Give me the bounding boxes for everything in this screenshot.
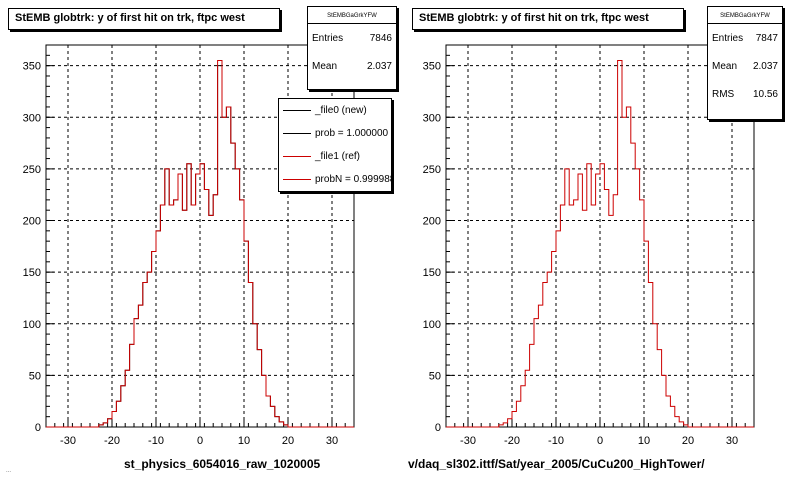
x-tick-label: -20 bbox=[104, 435, 120, 447]
legend-label: prob = 1.000000 bbox=[315, 128, 389, 139]
panel1-title: StEMB globtrk: y of first hit on trk, ft… bbox=[8, 8, 280, 30]
y-tick-label: 0 bbox=[35, 422, 41, 434]
x-tick-label: 20 bbox=[682, 435, 694, 447]
stat-value: 2.037 bbox=[752, 60, 778, 72]
histogram-series--file1-ref- bbox=[46, 59, 354, 428]
legend-line-swatch bbox=[283, 179, 311, 180]
panel1-legend: _file0 (new) prob = 1.000000 _file1 (ref… bbox=[278, 98, 392, 192]
x-tick-label: -20 bbox=[504, 435, 520, 447]
legend-entry: prob = 1.000000 bbox=[279, 122, 391, 145]
x-tick-label: -30 bbox=[60, 435, 76, 447]
y-tick-label: 350 bbox=[423, 61, 441, 73]
y-tick-label: 100 bbox=[423, 319, 441, 331]
y-tick-label: 250 bbox=[423, 164, 441, 176]
stat-label: Mean bbox=[712, 60, 738, 72]
histogram-series--file1-ref- bbox=[446, 59, 754, 428]
panel1-stats-entries: Entries 7846 bbox=[308, 24, 396, 52]
x-tick-label: 30 bbox=[726, 435, 738, 447]
x-tick-label: -10 bbox=[548, 435, 564, 447]
y-tick-label: 300 bbox=[423, 112, 441, 124]
stat-value: 7847 bbox=[755, 32, 778, 44]
stat-label: Mean bbox=[312, 60, 338, 72]
x-tick-label: -30 bbox=[460, 435, 476, 447]
panel1-xlabel: st_physics_6054016_raw_1020005 bbox=[124, 457, 321, 471]
legend-line-swatch bbox=[283, 133, 311, 134]
y-tick-label: 300 bbox=[23, 112, 41, 124]
panel2-xlabel: v/daq_sl302.ittf/Sat/year_2005/CuCu200_H… bbox=[408, 457, 705, 471]
legend-label: _file0 (new) bbox=[315, 105, 367, 116]
legend-line-swatch bbox=[283, 156, 311, 157]
y-tick-label: 250 bbox=[23, 164, 41, 176]
legend-entry: _file0 (new) bbox=[279, 99, 391, 122]
y-tick-label: 150 bbox=[423, 267, 441, 279]
y-tick-label: 0 bbox=[435, 422, 441, 434]
stat-label: Entries bbox=[712, 32, 744, 44]
panel2-stats-mean: Mean 2.037 bbox=[708, 52, 782, 80]
panel2-stats-entries: Entries 7847 bbox=[708, 24, 782, 52]
panel2-stats-box: StEMBGaGrkYFW Entries 7847 Mean 2.037 RM… bbox=[707, 6, 783, 120]
panel2-stats-name: StEMBGaGrkYFW bbox=[708, 7, 782, 24]
stat-label: RMS bbox=[712, 88, 735, 100]
legend-line-swatch bbox=[283, 110, 311, 111]
legend-label: probN = 0.999988 bbox=[315, 174, 392, 185]
legend-entry: probN = 0.999988 bbox=[279, 168, 391, 191]
panel1-footer-small: ... bbox=[6, 468, 12, 474]
stat-label: Entries bbox=[312, 32, 344, 44]
x-tick-label: 20 bbox=[282, 435, 294, 447]
panel2-title: StEMB globtrk: y of first hit on trk, ft… bbox=[412, 8, 684, 30]
y-tick-label: 150 bbox=[23, 267, 41, 279]
stat-value: 2.037 bbox=[366, 60, 392, 72]
stat-value: 7846 bbox=[369, 32, 392, 44]
panel2-stats-rms: RMS 10.56 bbox=[708, 80, 782, 108]
y-tick-label: 200 bbox=[23, 216, 41, 228]
panel1-stats-box: StEMBGaGrkYFW Entries 7846 Mean 2.037 bbox=[307, 6, 397, 90]
y-tick-label: 50 bbox=[29, 370, 41, 382]
x-tick-label: 10 bbox=[638, 435, 650, 447]
legend-label: _file1 (ref) bbox=[315, 151, 361, 162]
stat-value: 10.56 bbox=[752, 88, 778, 100]
y-tick-label: 350 bbox=[23, 61, 41, 73]
x-tick-label: 10 bbox=[238, 435, 250, 447]
panel1-stats-name: StEMBGaGrkYFW bbox=[308, 7, 396, 24]
x-tick-label: 0 bbox=[197, 435, 203, 447]
y-tick-label: 200 bbox=[423, 216, 441, 228]
legend-entry: _file1 (ref) bbox=[279, 145, 391, 168]
panel1-stats-mean: Mean 2.037 bbox=[308, 52, 396, 80]
x-tick-label: -10 bbox=[148, 435, 164, 447]
x-tick-label: 0 bbox=[597, 435, 603, 447]
y-tick-label: 50 bbox=[429, 370, 441, 382]
x-tick-label: 30 bbox=[326, 435, 338, 447]
y-tick-label: 100 bbox=[23, 319, 41, 331]
